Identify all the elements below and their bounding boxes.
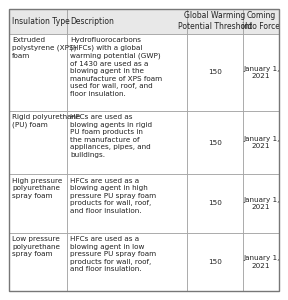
Text: Hydrofluorocarbons
(HFCs) with a global
warming potential (GWP)
of 1430 are used: Hydrofluorocarbons (HFCs) with a global …	[70, 37, 162, 97]
Bar	[187, 111, 243, 174]
Text: High pressure
polyurethane
spray foam: High pressure polyurethane spray foam	[12, 178, 62, 199]
Text: Coming
into Force: Coming into Force	[242, 11, 280, 32]
Text: January 1,
2021: January 1, 2021	[243, 136, 279, 149]
Text: HFCs are used as a
blowing agent in high
pressure PU spray foam
products for wal: HFCs are used as a blowing agent in high…	[70, 178, 156, 214]
Text: Insulation Type: Insulation Type	[12, 17, 70, 26]
Text: HFCs are used as
blowing agents in rigid
PU foam products in
the manufacture of
: HFCs are used as blowing agents in rigid…	[70, 114, 152, 158]
Bar	[9, 233, 67, 291]
Text: 150: 150	[208, 140, 222, 146]
Bar	[67, 34, 187, 111]
Text: 150: 150	[208, 200, 222, 206]
Text: Extruded
polystyrene (XPS)
foam: Extruded polystyrene (XPS) foam	[12, 37, 76, 59]
Bar	[67, 233, 187, 291]
Text: January 1,
2021: January 1, 2021	[243, 66, 279, 79]
Bar	[187, 233, 243, 291]
Bar	[67, 111, 187, 174]
Bar	[187, 174, 243, 233]
Bar	[243, 233, 279, 291]
Text: Low pressure
polyurethane
spray foam: Low pressure polyurethane spray foam	[12, 236, 60, 257]
Text: Global Warming
Potential Threshold: Global Warming Potential Threshold	[178, 11, 252, 32]
Bar	[187, 34, 243, 111]
Bar	[9, 111, 67, 174]
Bar	[67, 174, 187, 233]
Bar	[187, 9, 243, 34]
Bar	[243, 174, 279, 233]
Text: HFCs are used as a
blowing agent in low
pressure PU spray foam
products for wall: HFCs are used as a blowing agent in low …	[70, 236, 156, 272]
Bar	[9, 9, 67, 34]
Text: Rigid polyurethane
(PU) foam: Rigid polyurethane (PU) foam	[12, 114, 80, 128]
Bar	[243, 111, 279, 174]
Text: 150: 150	[208, 69, 222, 75]
Bar	[9, 174, 67, 233]
Text: Description: Description	[70, 17, 114, 26]
Text: January 1,
2021: January 1, 2021	[243, 197, 279, 210]
Bar	[67, 9, 187, 34]
Bar	[9, 34, 67, 111]
Bar	[243, 34, 279, 111]
Text: January 1,
2021: January 1, 2021	[243, 255, 279, 268]
Text: 150: 150	[208, 259, 222, 265]
Bar	[243, 9, 279, 34]
